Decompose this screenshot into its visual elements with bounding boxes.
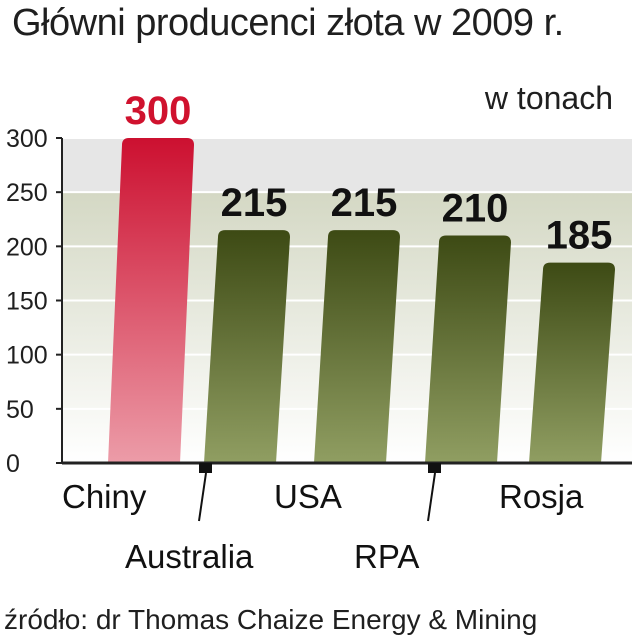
value-label-usa: 215 xyxy=(331,181,398,225)
source-note: źródło: dr Thomas Chaize Energy & Mining xyxy=(4,604,538,635)
value-label-australia: 215 xyxy=(221,181,288,225)
label-marker xyxy=(199,463,212,473)
y-tick-label: 300 xyxy=(6,125,48,153)
y-tick-label: 250 xyxy=(6,179,48,207)
bar-usa xyxy=(314,230,400,463)
category-label-usa: USA xyxy=(274,478,342,515)
y-tick-label: 100 xyxy=(6,342,48,370)
y-tick-label: 200 xyxy=(6,233,48,261)
label-pointer xyxy=(198,472,207,522)
unit-label: w tonach xyxy=(484,80,613,116)
bar-rpa xyxy=(425,235,511,463)
y-tick-label: 50 xyxy=(6,396,34,424)
chart-title: Główni producenci złota w 2009 r. xyxy=(12,2,564,44)
label-pointer xyxy=(427,472,436,522)
y-tick-label: 150 xyxy=(6,288,48,316)
y-tick-label: 0 xyxy=(6,450,20,478)
bar-australia xyxy=(204,230,290,463)
category-label-australia: Australia xyxy=(125,538,254,575)
category-label-rpa: RPA xyxy=(354,538,419,575)
value-label-chiny: 300 xyxy=(125,89,192,133)
bar-chiny xyxy=(108,138,194,463)
label-marker xyxy=(428,463,441,473)
bar-rosja xyxy=(529,262,615,463)
category-label-chiny: Chiny xyxy=(62,478,147,515)
value-label-rosja: 185 xyxy=(546,214,613,258)
bar-chart: 0 50 100 150 200 250 300 300 215 215 210 185 Chiny Au… xyxy=(6,89,632,575)
category-label-rosja: Rosja xyxy=(499,478,584,515)
value-label-rpa: 210 xyxy=(442,187,509,231)
